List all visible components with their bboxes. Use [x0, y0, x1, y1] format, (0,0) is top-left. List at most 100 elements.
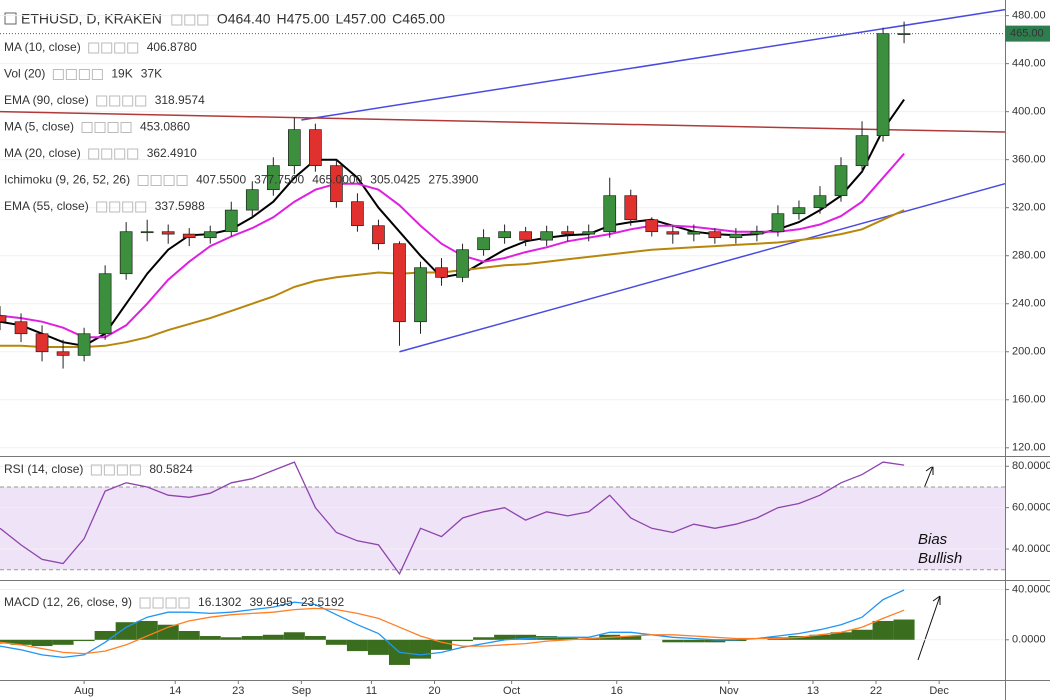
macd-histogram-bar — [809, 634, 831, 640]
collapse-button[interactable] — [4, 12, 17, 25]
indicator-button[interactable] — [107, 122, 119, 133]
y-tick-label: 40.0000 — [1012, 583, 1050, 595]
candle-body — [203, 231, 217, 239]
macd-histogram-bar — [304, 636, 326, 640]
macd-histogram-bar — [157, 624, 179, 640]
indicator-button[interactable] — [109, 95, 121, 107]
x-tick-label: 20 — [428, 685, 440, 697]
indicator-button[interactable] — [88, 42, 100, 54]
indicator-button[interactable] — [197, 14, 209, 26]
indicator-button[interactable] — [109, 201, 121, 213]
macd-histogram-bar — [325, 639, 347, 645]
indicator-button[interactable] — [114, 148, 126, 160]
candle-body — [372, 225, 385, 245]
indicator-button[interactable] — [139, 597, 151, 609]
candle-body — [498, 231, 511, 239]
indicator-button[interactable] — [120, 122, 132, 133]
candle-body — [161, 231, 175, 235]
macd-histogram-bar — [241, 636, 263, 640]
macd-histogram-bar — [199, 636, 221, 640]
indicator-button[interactable] — [114, 42, 126, 54]
y-tick-label: 40.0000 — [1012, 543, 1050, 555]
candle-body — [540, 231, 554, 241]
y-tick-label: 280.00 — [1012, 250, 1046, 262]
indicator-readout: 37K — [141, 67, 162, 81]
candle-body — [266, 165, 280, 191]
indicator-button[interactable] — [122, 201, 134, 213]
macd-histogram-bar — [410, 639, 432, 659]
indicator-button[interactable] — [101, 148, 113, 160]
indicator-button[interactable] — [96, 201, 108, 213]
indicator-button[interactable] — [184, 14, 196, 26]
candle-body — [813, 195, 827, 209]
candle-body — [393, 243, 406, 323]
indicator-button[interactable] — [78, 69, 90, 80]
candle-body — [119, 231, 133, 275]
macd-histogram-bar — [0, 639, 11, 644]
candle-body — [351, 201, 364, 227]
x-tick-label: Dec — [929, 685, 949, 697]
ohlc-readout: C465.00 — [392, 11, 445, 27]
indicator-button[interactable] — [65, 69, 77, 80]
indicator-button[interactable] — [116, 464, 128, 476]
candle-body — [140, 231, 154, 234]
macd-histogram-bar — [893, 619, 915, 640]
x-tick-label: Aug — [74, 685, 94, 697]
indicator-button[interactable] — [81, 122, 93, 133]
indicator-button[interactable] — [96, 95, 108, 107]
indicator-button[interactable] — [103, 464, 115, 476]
indicator-readout: 39.6495 — [249, 595, 293, 609]
trendline — [301, 8, 1006, 121]
macd-histogram-bar — [557, 637, 579, 640]
indicator-button[interactable] — [178, 597, 190, 609]
y-tick-label: 400.00 — [1012, 106, 1046, 118]
macd-histogram-bar — [94, 631, 116, 640]
macd-histogram-bar — [73, 639, 95, 642]
candle-body — [624, 195, 638, 221]
indicator-button[interactable] — [135, 95, 147, 107]
indicator-button[interactable] — [52, 69, 64, 80]
x-tick-label: Sep — [292, 685, 312, 697]
indicator-readout: 337.5988 — [155, 199, 205, 213]
indicator-button[interactable] — [94, 122, 106, 133]
annotation: Bias — [918, 531, 948, 548]
candle-body — [792, 207, 806, 215]
ohlc-readout: H475.00 — [277, 11, 330, 27]
candle-body — [708, 231, 722, 239]
indicator-button[interactable] — [127, 148, 139, 160]
indicator-button[interactable] — [165, 597, 177, 609]
candle-body — [750, 231, 764, 235]
macd-line — [0, 607, 905, 655]
indicator-button[interactable] — [176, 175, 188, 186]
macd-histogram-bar — [620, 636, 642, 640]
indicator-readout: 406.8780 — [147, 40, 197, 54]
indicator-button[interactable] — [129, 464, 141, 476]
indicator-name: EMA (90, close) — [4, 93, 89, 107]
y-tick-label: 200.00 — [1012, 346, 1046, 358]
indicator-button[interactable] — [137, 175, 149, 186]
last-price-tag — [1005, 25, 1050, 42]
indicator-name: Ichimoku (9, 26, 52, 26) — [4, 173, 130, 187]
indicator-button[interactable] — [101, 42, 113, 54]
indicator-button[interactable] — [150, 175, 162, 186]
indicator-button[interactable] — [127, 42, 139, 54]
x-tick-label: 13 — [807, 685, 819, 697]
macd-histogram-bar — [704, 639, 726, 643]
indicator-name: EMA (55, close) — [4, 199, 89, 213]
indicator-button[interactable] — [171, 14, 183, 26]
indicator-line — [0, 209, 905, 348]
macd-histogram-bar — [367, 639, 389, 655]
candle-body — [14, 321, 28, 335]
indicator-button[interactable] — [135, 201, 147, 213]
macd-histogram-bar — [178, 631, 200, 640]
indicator-button[interactable] — [90, 464, 102, 476]
indicator-button[interactable] — [122, 95, 134, 107]
candle-body — [477, 237, 490, 251]
indicator-button[interactable] — [91, 69, 103, 80]
indicator-button[interactable] — [88, 148, 100, 160]
macd-histogram-bar — [115, 622, 137, 640]
x-tick-label: 16 — [611, 685, 623, 697]
candle-body — [687, 231, 701, 235]
indicator-button[interactable] — [152, 597, 164, 609]
indicator-button[interactable] — [163, 175, 175, 186]
